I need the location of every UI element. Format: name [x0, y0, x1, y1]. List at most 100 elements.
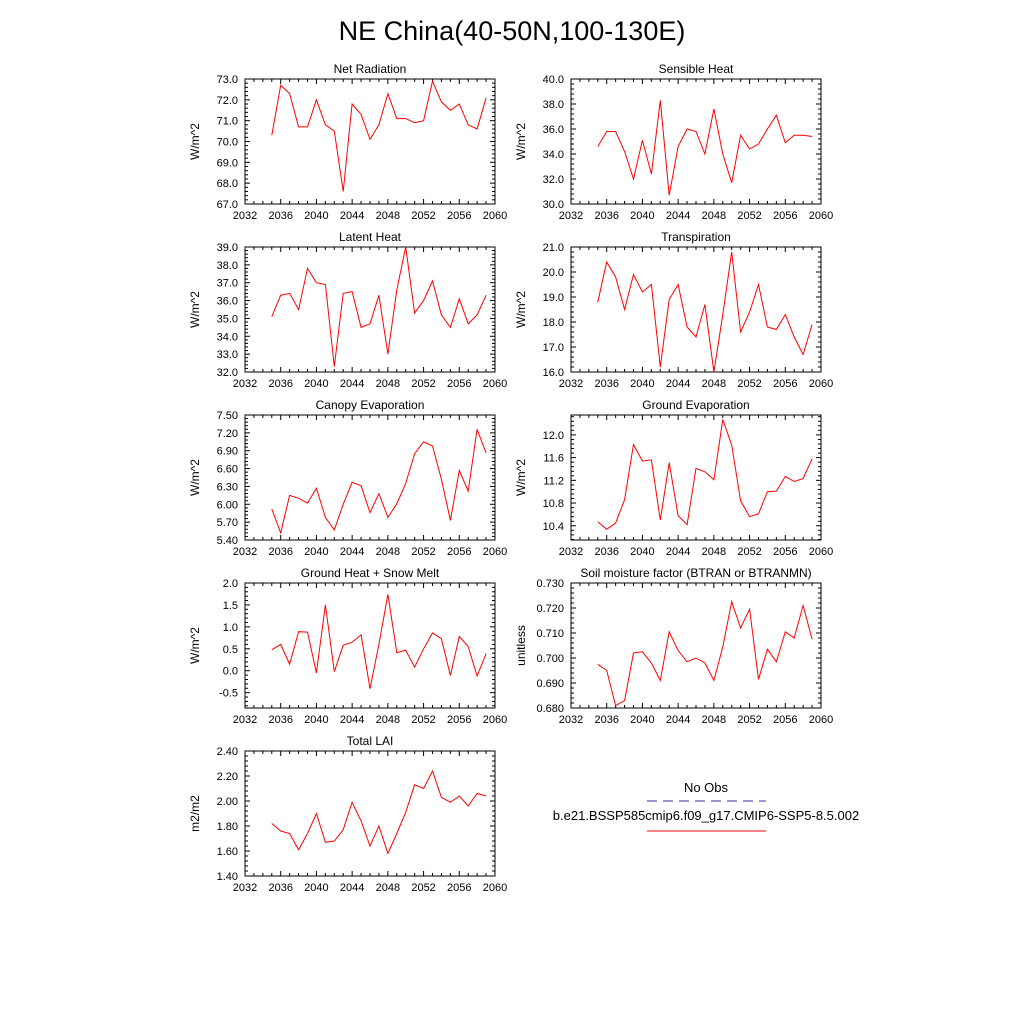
chart-panel: Ground Evaporation W/m^2 2032 2036 2040 2044 2…: [514, 398, 833, 558]
plot-frame: [244, 78, 496, 205]
x-tick-label: 2040: [304, 882, 328, 894]
x-tick-label: 2036: [268, 882, 292, 894]
series-line: [597, 419, 813, 530]
y-tick-label: 2.00: [217, 796, 238, 808]
y-tick-label: 0.690: [536, 678, 564, 690]
legend: No Obs b.e21.BSSP585cmip6.f09_g17.CMIP6-…: [553, 780, 859, 832]
y-tick-label: 36.0: [543, 124, 564, 136]
series-line: [597, 599, 813, 707]
x-tick-label: 2056: [447, 378, 471, 390]
chart-panel: Ground Heat + Snow Melt W/m^2 2032 2036 2040…: [188, 566, 507, 726]
panel-title: Canopy Evaporation: [316, 398, 425, 412]
x-tick-label: 2044: [666, 546, 690, 558]
y-tick-label: 2.40: [217, 746, 238, 758]
x-tick-label: 2032: [559, 378, 583, 390]
x-tick-label: 2052: [737, 210, 761, 222]
x-tick-label: 2044: [666, 714, 690, 726]
x-tick-label: 2044: [666, 210, 690, 222]
y-tick-label: 70.0: [217, 137, 238, 149]
legend-model-label: b.e21.BSSP585cmip6.f09_g17.CMIP6-SSP5-8.…: [553, 808, 859, 823]
y-tick-label: 0.5: [223, 644, 238, 656]
x-tick-label: 2044: [340, 714, 364, 726]
y-tick-label: 0.0: [223, 666, 238, 678]
x-tick-label: 2036: [268, 714, 292, 726]
y-axis-label: W/m^2: [514, 123, 528, 160]
y-tick-label: 1.0: [223, 622, 238, 634]
x-tick-label: 2044: [340, 378, 364, 390]
x-tick-label: 2048: [376, 378, 400, 390]
x-tick-label: 2060: [809, 714, 833, 726]
y-tick-label: 35.0: [217, 313, 238, 325]
series-line: [597, 100, 813, 196]
plot-frame: [244, 246, 496, 373]
y-axis-label: W/m^2: [188, 627, 202, 664]
y-tick-label: 37.0: [217, 278, 238, 290]
x-tick-label: 2060: [483, 378, 507, 390]
x-tick-label: 2060: [809, 210, 833, 222]
y-tick-label: 36.0: [217, 296, 238, 308]
chart-panel: Latent Heat W/m^2 2032 2036 2040 2044 2048 2052…: [188, 230, 507, 390]
x-tick-label: 2036: [268, 210, 292, 222]
y-tick-label: 0.720: [536, 603, 564, 615]
y-tick-label: 6.60: [217, 464, 238, 476]
y-tick-label: 68.0: [217, 178, 238, 190]
y-axis-label: m2/m2: [188, 795, 202, 832]
x-tick-label: 2052: [411, 714, 435, 726]
x-tick-label: 2048: [376, 714, 400, 726]
y-tick-label: 1.80: [217, 821, 238, 833]
x-tick-label: 2032: [233, 714, 257, 726]
x-tick-label: 2060: [483, 882, 507, 894]
x-tick-label: 2032: [233, 882, 257, 894]
x-tick-label: 2044: [340, 882, 364, 894]
x-tick-label: 2044: [340, 546, 364, 558]
x-tick-label: 2056: [773, 714, 797, 726]
y-tick-label: 7.20: [217, 428, 238, 440]
x-tick-label: 2052: [411, 210, 435, 222]
x-tick-label: 2036: [268, 378, 292, 390]
y-tick-label: -0.5: [219, 688, 238, 700]
series-line: [271, 769, 487, 855]
x-tick-label: 2052: [411, 882, 435, 894]
y-tick-label: 6.00: [217, 499, 238, 511]
plot-frame: [570, 582, 822, 709]
legend-obs-label: No Obs: [684, 780, 729, 795]
x-tick-label: 2036: [268, 546, 292, 558]
x-tick-label: 2056: [447, 210, 471, 222]
y-axis-label: W/m^2: [188, 291, 202, 328]
y-axis-label: W/m^2: [188, 123, 202, 160]
x-tick-label: 2048: [376, 546, 400, 558]
x-tick-label: 2060: [483, 546, 507, 558]
x-tick-label: 2052: [737, 714, 761, 726]
x-tick-label: 2048: [702, 546, 726, 558]
y-axis-label: W/m^2: [188, 459, 202, 496]
x-tick-label: 2056: [447, 714, 471, 726]
y-tick-label: 0.710: [536, 628, 564, 640]
x-tick-label: 2040: [630, 210, 654, 222]
y-tick-label: 38.0: [217, 260, 238, 272]
y-tick-label: 6.30: [217, 481, 238, 493]
plot-frame: [570, 414, 822, 541]
x-tick-label: 2040: [304, 210, 328, 222]
plot-frame: [570, 78, 822, 205]
x-tick-label: 2048: [702, 378, 726, 390]
x-tick-label: 2036: [594, 378, 618, 390]
x-tick-label: 2060: [809, 546, 833, 558]
y-axis-label: W/m^2: [514, 291, 528, 328]
y-axis-label: W/m^2: [514, 459, 528, 496]
x-tick-label: 2032: [233, 210, 257, 222]
y-axis-label: unitless: [514, 625, 528, 666]
x-tick-label: 2056: [447, 546, 471, 558]
x-tick-label: 2032: [233, 546, 257, 558]
y-tick-label: 19.0: [543, 292, 564, 304]
x-tick-label: 2040: [304, 378, 328, 390]
x-tick-label: 2052: [737, 546, 761, 558]
x-tick-label: 2048: [702, 714, 726, 726]
y-tick-label: 2.20: [217, 771, 238, 783]
series-line: [271, 429, 487, 535]
x-tick-label: 2032: [559, 714, 583, 726]
y-tick-label: 11.2: [543, 475, 564, 487]
panel-title: Transpiration: [661, 230, 731, 244]
y-tick-label: 34.0: [543, 149, 564, 161]
panel-title: Ground Heat + Snow Melt: [301, 566, 440, 580]
y-tick-label: 30.0: [543, 199, 564, 211]
